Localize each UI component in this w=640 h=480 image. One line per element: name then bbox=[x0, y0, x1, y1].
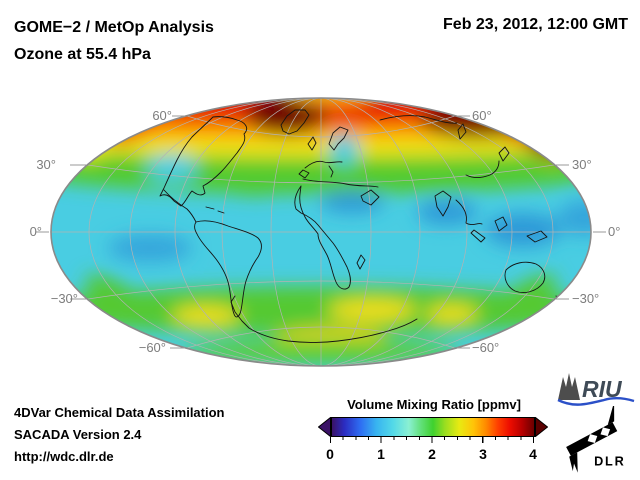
dlr-logo-text: DLR bbox=[594, 454, 626, 468]
page-subtitle: Ozone at 55.4 hPa bbox=[14, 46, 151, 63]
riu-wave-icon bbox=[557, 397, 635, 406]
colorbar: Volume Mixing Ratio [ppmv] 0 1 2 3 4 bbox=[318, 397, 550, 462]
colorbar-ticks bbox=[330, 437, 535, 444]
colorbar-tick-0: 0 bbox=[326, 446, 334, 462]
dlr-logo: DLR bbox=[566, 406, 626, 473]
title-block: GOME−2 / MetOp Analysis Ozone at 55.4 hP… bbox=[14, 14, 214, 68]
colorbar-overflow-arrow bbox=[535, 417, 548, 437]
colorbar-tick-labels: 0 1 2 3 4 bbox=[318, 446, 550, 462]
lat-label-right-0: 0° bbox=[608, 224, 621, 239]
lat-label-right-30: 30° bbox=[572, 157, 592, 172]
riu-logo: RIU bbox=[557, 373, 635, 406]
timestamp-label: Feb 23, 2012, 12:00 GMT bbox=[443, 16, 628, 33]
lat-label-left-60: 60° bbox=[152, 108, 172, 123]
version-label: SACADA Version 2.4 bbox=[14, 427, 142, 442]
url-label: http://wdc.dlr.de bbox=[14, 449, 114, 464]
lat-label-left-30: 30° bbox=[36, 157, 56, 172]
world-map bbox=[36, 97, 606, 367]
footer-annotations: 4DVar Chemical Data Assimilation SACADA … bbox=[14, 402, 225, 468]
colorbar-title: Volume Mixing Ratio [ppmv] bbox=[347, 397, 521, 412]
lat-label-right--30: −30° bbox=[572, 291, 600, 306]
colorbar-tick-3: 3 bbox=[479, 446, 487, 462]
coastlines bbox=[159, 109, 563, 343]
colorbar-major-ticks bbox=[330, 437, 535, 443]
lat-label-left--60: −60° bbox=[138, 340, 166, 355]
page-title: GOME−2 / MetOp Analysis bbox=[14, 19, 214, 36]
lat-label-right--60: −60° bbox=[472, 340, 500, 355]
lat-label-ticks bbox=[36, 115, 606, 349]
lat-label-left-0: 0° bbox=[29, 224, 42, 239]
graticule bbox=[51, 98, 591, 366]
world-map-area bbox=[0, 80, 640, 390]
colorbar-tick-2: 2 bbox=[428, 446, 436, 462]
colorbar-underflow-arrow bbox=[318, 417, 331, 437]
assimilation-label: 4DVar Chemical Data Assimilation bbox=[14, 405, 225, 420]
cathedral-icon bbox=[558, 373, 580, 400]
dlr-emblem-icon bbox=[566, 406, 618, 473]
lat-label-right-60: 60° bbox=[472, 108, 492, 123]
lat-label-left--30: −30° bbox=[50, 291, 78, 306]
colorbar-gradient bbox=[331, 417, 535, 437]
colorbar-tick-4: 4 bbox=[529, 446, 537, 462]
colorbar-tick-1: 1 bbox=[377, 446, 385, 462]
globe-outline bbox=[50, 97, 592, 367]
